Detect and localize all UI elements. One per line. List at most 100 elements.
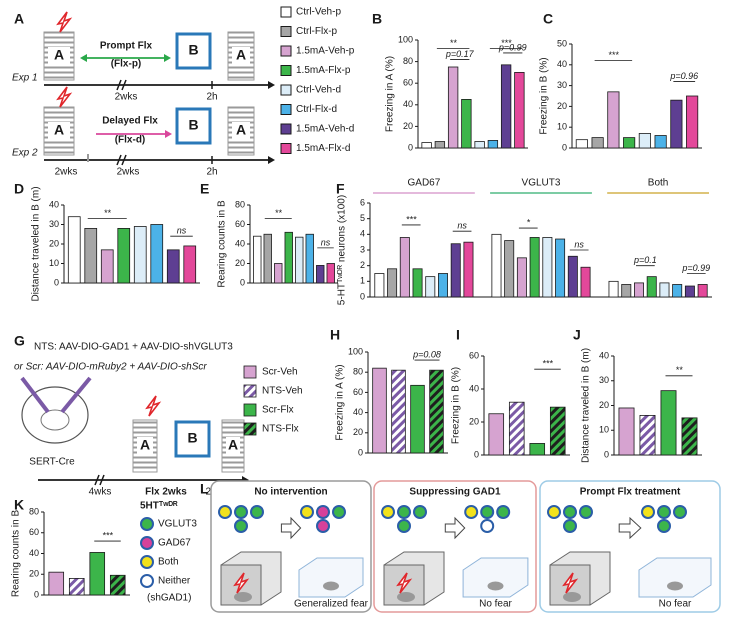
bar [399, 237, 410, 298]
bar [638, 133, 651, 149]
mouse [323, 581, 339, 591]
line [121, 79, 127, 91]
y-tick-label: 60 [403, 78, 413, 88]
mouse [563, 592, 581, 602]
legend-cell [140, 517, 154, 531]
treatment-label: Flx 2wks [145, 487, 187, 498]
shock-icon [396, 572, 413, 594]
panel-letter: B [372, 11, 382, 27]
bar [639, 414, 656, 456]
shock-icon [56, 86, 73, 108]
panel-letter: A [14, 11, 24, 27]
bar [542, 237, 553, 298]
panel-letter: F [336, 181, 345, 197]
y-tick-label: 30 [599, 375, 609, 385]
cell [657, 519, 671, 533]
bar [487, 140, 499, 149]
bar [412, 268, 423, 298]
y-tick-label: 40 [403, 99, 413, 109]
bar [500, 64, 512, 149]
bar [491, 233, 502, 298]
legend-swatch [243, 384, 257, 398]
bar [670, 99, 683, 149]
bar [529, 237, 540, 298]
bar [681, 417, 698, 456]
interval-label: 4wks [89, 487, 112, 498]
legend-label: Ctrl-Flx-p [296, 26, 338, 37]
y-tick-label: 40 [353, 407, 363, 417]
legend-cell [140, 555, 154, 569]
bar [68, 578, 85, 596]
bar [447, 66, 459, 149]
transition-arrow [280, 516, 302, 540]
line [94, 474, 100, 486]
scenario-title: Prompt Flx treatment [580, 487, 681, 498]
y-tick-label: 2 [360, 260, 365, 270]
significance-label: *** [608, 50, 619, 60]
significance-label: *** [102, 530, 113, 540]
cell [496, 505, 511, 519]
cell [250, 505, 264, 519]
legend-label: 1.5mA-Flx-p [296, 65, 351, 76]
treatment-label: (Flx-d) [115, 135, 146, 146]
bar [634, 282, 644, 298]
legend-label: 1.5mA-Veh-p [296, 46, 355, 57]
bar [150, 224, 164, 284]
bar [474, 141, 485, 149]
bar [516, 257, 527, 298]
panel-letter: C [543, 11, 553, 27]
interval-label: 2h [206, 92, 217, 103]
y-tick-label: 100 [398, 34, 413, 44]
y-axis-label: Freezing in B (%) [539, 57, 550, 134]
y-tick-label: 40 [235, 238, 245, 248]
cell [218, 505, 232, 519]
bar [387, 268, 398, 298]
bar [183, 245, 197, 284]
cell [234, 519, 248, 533]
mouse [397, 592, 415, 602]
bar [284, 231, 293, 284]
y-tick-label: 40 [49, 199, 59, 209]
cell [563, 519, 577, 533]
cell [464, 505, 479, 519]
y-tick-label: 60 [469, 350, 479, 360]
bar [488, 413, 505, 456]
cell [641, 505, 655, 519]
cell [673, 505, 687, 519]
treatment-label: Prompt Flx [100, 41, 153, 52]
arrow-head [268, 156, 275, 164]
cell [381, 505, 395, 519]
legend-label: Ctrl-Veh-d [296, 85, 341, 96]
y-tick-label: 20 [235, 258, 245, 268]
bar [567, 255, 578, 298]
legend-label: Both [158, 557, 179, 568]
arrow-head [164, 54, 171, 62]
y-tick-label: 20 [353, 427, 363, 437]
y-tick-label: 6 [360, 197, 365, 207]
y-tick-label: 1 [360, 276, 365, 286]
y-axis-label: Freezing in A (%) [385, 56, 396, 132]
y-tick-label: 0 [474, 449, 479, 459]
context-label: A [236, 47, 246, 63]
bar [450, 243, 461, 298]
y-tick-label: 20 [469, 416, 479, 426]
legend-label: VGLUT3 [158, 519, 197, 530]
panel-letter: L [200, 481, 209, 497]
context-b-box [175, 107, 212, 145]
legend-label: Scr-Veh [262, 367, 298, 378]
significance-label: ns [457, 221, 467, 231]
y-tick-label: 0 [358, 447, 363, 457]
cage-b [462, 557, 529, 598]
line [121, 154, 127, 166]
bar [461, 99, 472, 149]
significance-label: *** [542, 359, 553, 369]
legend-swatch [243, 403, 257, 417]
cell [300, 505, 314, 519]
significance-label: ** [104, 208, 112, 218]
cell [480, 519, 495, 533]
significance-label: p=0.96 [669, 71, 698, 81]
bar [166, 249, 180, 284]
line [116, 79, 122, 91]
y-axis-label: 5-HTᵀʷᴰᴿ neurons (x100) [337, 195, 348, 305]
significance-label: p=0.17 [445, 49, 475, 59]
